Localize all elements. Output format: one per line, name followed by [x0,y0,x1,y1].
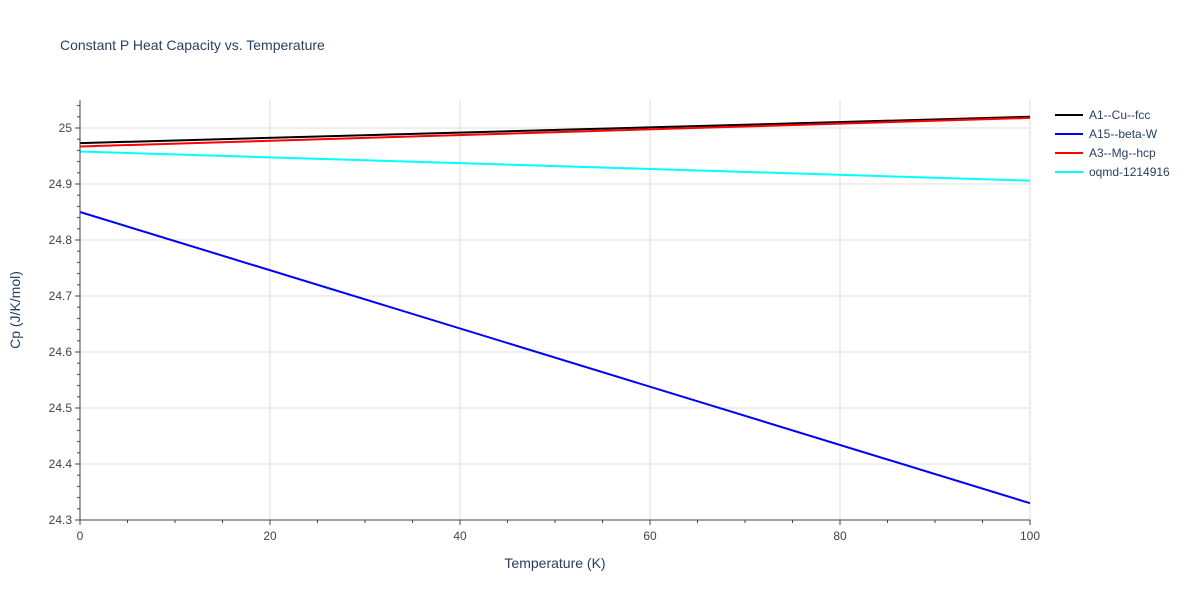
series-line [79,150,1031,182]
legend-label[interactable]: A1--Cu--fcc [1089,108,1150,122]
y-tick-label: 24.4 [49,457,73,471]
series-line [79,116,1031,148]
series-line [79,211,1031,505]
axes: 0 20 40 60 80 100 24.3 24.4 24.5 24.6 24.7 24.8 24.9… [49,100,1040,543]
series-group [79,115,1031,505]
y-tick-label: 24.6 [49,345,73,359]
y-tick-label: 24.5 [49,401,73,415]
y-tick-label: 25 [59,121,73,135]
y-tick-label: 24.8 [49,233,73,247]
x-tick-label: 60 [643,529,657,543]
legend-label[interactable]: oqmd-1214916 [1089,165,1170,179]
x-axis-title: Temperature (K) [504,555,605,571]
chart-title: Constant P Heat Capacity vs. Temperature [60,37,325,53]
x-tick-label: 40 [453,529,467,543]
y-tick-label: 24.7 [49,289,73,303]
x-tick-label: 20 [263,529,277,543]
legend-label[interactable]: A15--beta-W [1089,127,1158,141]
x-tick-label: 0 [77,529,84,543]
x-tick-label: 100 [1020,529,1040,543]
y-axis-title: Cp (J/K/mol) [7,271,23,349]
y-tick-label: 24.3 [49,513,73,527]
y-tick-label: 24.9 [49,177,73,191]
grid [80,100,1031,521]
legend[interactable]: A1--Cu--fcc A15--beta-W A3--Mg--hcp oqmd-12… [1055,108,1170,179]
legend-label[interactable]: A3--Mg--hcp [1089,146,1156,160]
x-tick-label: 80 [833,529,847,543]
series-line [79,115,1031,145]
